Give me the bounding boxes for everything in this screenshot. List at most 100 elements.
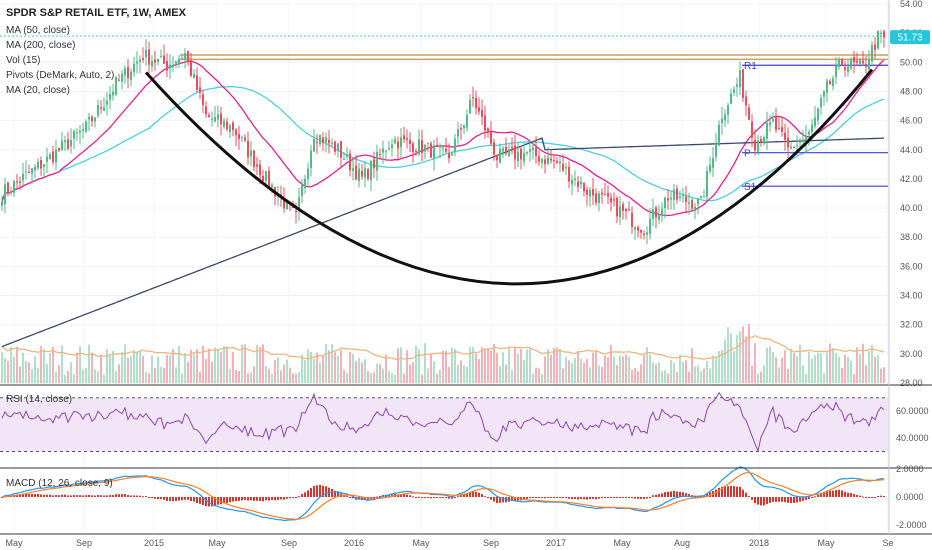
candle-body <box>412 143 414 153</box>
volume-bar <box>820 353 822 383</box>
candle-body <box>880 32 882 34</box>
candle-body <box>271 184 273 188</box>
macd-histogram-bar <box>259 497 261 502</box>
macd-histogram-bar <box>235 497 237 502</box>
macd-histogram-bar <box>673 490 675 497</box>
volume-bar <box>271 374 273 383</box>
x-tick-label: May <box>208 538 226 548</box>
macd-histogram-bar <box>772 497 774 502</box>
volume-bar <box>445 350 447 383</box>
candle-body <box>52 151 54 163</box>
volume-bar <box>793 353 795 383</box>
volume-bar <box>109 356 111 383</box>
volume-bar <box>610 344 612 383</box>
volume-bar <box>136 352 138 383</box>
macd-histogram-bar <box>178 497 180 501</box>
macd-histogram-bar <box>865 497 867 498</box>
candle-body <box>616 197 618 217</box>
candle-body <box>418 139 420 154</box>
macd-histogram-bar <box>628 497 630 498</box>
last-price-label: 51.73 <box>897 33 922 44</box>
volume-bar <box>208 348 210 383</box>
volume-bar <box>526 349 528 383</box>
cup-pattern-curve <box>144 68 874 286</box>
volume-bar <box>262 344 264 383</box>
macd-histogram-bar <box>301 494 303 497</box>
macd-histogram-bar <box>271 497 273 501</box>
candle-body <box>610 197 612 203</box>
volume-bar <box>472 347 474 383</box>
candle-body <box>661 209 663 217</box>
volume-bar <box>703 368 705 383</box>
x-tick-label: May <box>5 538 23 548</box>
candle-body <box>433 145 435 160</box>
macd-histogram-bar <box>466 493 468 497</box>
candle-body <box>226 121 228 130</box>
volume-bar <box>181 373 183 383</box>
macd-histogram-bar <box>607 497 609 498</box>
volume-bar <box>427 368 429 383</box>
candle-body <box>622 204 624 211</box>
macd-histogram-bar <box>589 497 591 500</box>
volume-bar <box>790 349 792 383</box>
candle-body <box>148 49 150 65</box>
price-tick-label: 30.00 <box>900 349 923 359</box>
macd-histogram-bar <box>481 494 483 497</box>
volume-bar <box>343 369 345 383</box>
macd-histogram-bar <box>250 497 252 501</box>
macd-histogram-bar <box>67 495 69 497</box>
macd-histogram-bar <box>472 491 474 497</box>
legend-ma50: MA (50, close) <box>6 25 70 36</box>
volume-bar <box>376 363 378 383</box>
candle-body <box>1 201 3 206</box>
candle-body <box>520 148 522 160</box>
volume-bar <box>871 344 873 383</box>
macd-histogram-bar <box>295 497 297 498</box>
candle-body <box>697 198 699 205</box>
price-tick-label: 54.00 <box>900 0 923 9</box>
candle-body <box>700 196 702 199</box>
volume-bar <box>247 373 249 383</box>
macd-histogram-bar <box>337 491 339 497</box>
candle-body <box>730 93 732 104</box>
volume-bar <box>127 357 129 383</box>
candle-body <box>187 51 189 61</box>
volume-bar <box>625 354 627 383</box>
candle-body <box>760 138 762 143</box>
volume-bar <box>841 368 843 383</box>
macd-histogram-bar <box>307 490 309 497</box>
price-tick-label: 46.00 <box>900 116 923 126</box>
volume-bar <box>880 368 882 383</box>
volume-bar <box>25 361 27 383</box>
macd-histogram-bar <box>205 497 207 507</box>
legend-vol: Vol (15) <box>6 55 40 66</box>
volume-bar <box>301 354 303 383</box>
volume-bar <box>577 350 579 383</box>
candle-body <box>298 197 300 210</box>
macd-histogram-bar <box>82 495 84 497</box>
macd-histogram-bar <box>304 492 306 497</box>
candle-body <box>358 168 360 181</box>
macd-histogram-bar <box>871 497 873 498</box>
candle-body <box>571 179 573 185</box>
macd-histogram-bar <box>814 496 816 498</box>
candle-body <box>301 185 303 197</box>
macd-histogram-bar <box>331 488 333 497</box>
volume-bar <box>64 374 66 383</box>
candle-body <box>724 114 726 121</box>
volume-bar <box>268 368 270 383</box>
macd-histogram-bar <box>787 497 789 503</box>
macd-histogram-bar <box>535 497 537 498</box>
candle-body <box>829 81 831 85</box>
macd-histogram-bar <box>418 496 420 498</box>
macd-histogram-bar <box>229 497 231 503</box>
volume-bar <box>655 363 657 383</box>
macd-histogram-bar <box>424 497 426 498</box>
volume-bar <box>724 339 726 383</box>
macd-histogram-bar <box>490 497 492 500</box>
macd-histogram-bar <box>136 495 138 497</box>
volume-bar <box>715 356 717 383</box>
candle-body <box>310 150 312 168</box>
price-tick-label: 38.00 <box>900 232 923 242</box>
volume-bar <box>424 343 426 383</box>
